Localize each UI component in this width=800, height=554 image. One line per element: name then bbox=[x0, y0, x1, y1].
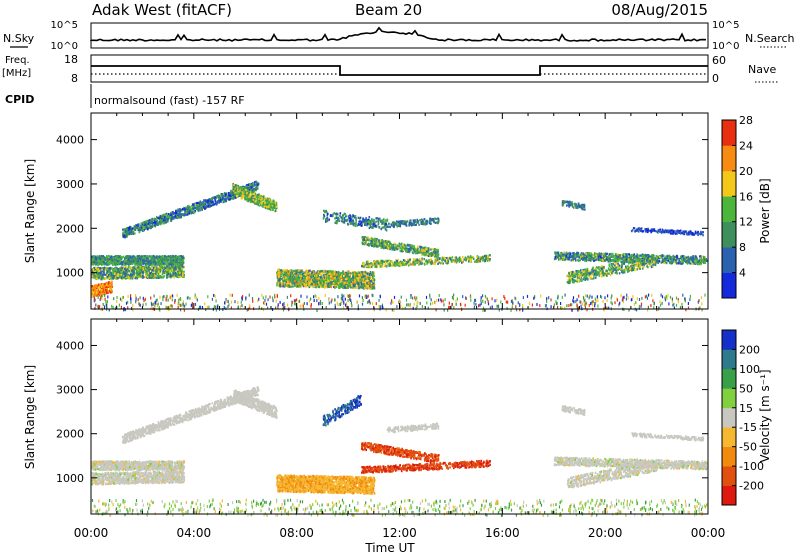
velocity-colorbar-label: Velocity [m s⁻¹] bbox=[758, 369, 772, 462]
colorbar-swatch bbox=[722, 485, 736, 506]
colorbar-swatch bbox=[722, 221, 736, 248]
velocity-axes: 1000 2000 3000 4000 bbox=[56, 319, 709, 514]
velocity-colorbar-tick: 50 bbox=[739, 382, 753, 395]
noise-panel bbox=[90, 22, 709, 49]
x-tick-label: 00:00 bbox=[74, 526, 109, 540]
colorbar-swatch bbox=[722, 388, 736, 409]
y-tick-label: 4000 bbox=[56, 339, 84, 352]
noise-left-label: N.Sky bbox=[3, 32, 35, 45]
power-axes: 1000 2000 3000 4000 bbox=[56, 113, 709, 309]
power-y-axis-label: Slant Range [km] bbox=[23, 159, 37, 263]
freq-panel bbox=[90, 54, 709, 83]
freq-unit-label: [MHz] bbox=[2, 68, 31, 79]
y-tick-label: 3000 bbox=[56, 178, 84, 191]
noise-tick-bottom: 10^0 bbox=[51, 41, 78, 52]
colorbar-swatch bbox=[722, 170, 736, 197]
power-colorbar-tick: 24 bbox=[739, 139, 753, 152]
power-colorbar-tick: 28 bbox=[739, 114, 753, 127]
colorbar-swatch bbox=[722, 368, 736, 389]
power-panel-frame bbox=[90, 112, 709, 310]
velocity-colorbar-tick: -200 bbox=[739, 480, 764, 493]
noise-tick-top-right: 10^5 bbox=[712, 20, 739, 31]
y-tick-label: 2000 bbox=[56, 428, 84, 441]
freq-label: Freq. bbox=[5, 55, 30, 66]
nave-tick-bottom: 0 bbox=[712, 72, 719, 85]
noise-tick-top: 10^5 bbox=[51, 20, 78, 31]
x-tick-label: 16:00 bbox=[485, 526, 520, 540]
date-title: 08/Aug/2015 bbox=[611, 1, 708, 19]
y-tick-label: 3000 bbox=[56, 384, 84, 397]
site-title: Adak West (fitACF) bbox=[92, 1, 232, 19]
colorbar-swatch bbox=[722, 466, 736, 486]
power-colorbar-tick: 12 bbox=[739, 216, 753, 229]
y-tick-label: 2000 bbox=[56, 222, 84, 235]
noise-tick-bottom-right: 10^0 bbox=[712, 41, 739, 52]
colorbar-swatch bbox=[722, 407, 736, 428]
nave-label: Nave bbox=[748, 63, 776, 76]
velocity-data bbox=[91, 386, 708, 517]
freq-tick-bottom: 8 bbox=[71, 72, 78, 85]
velocity-y-axis-label: Slant Range [km] bbox=[23, 365, 37, 469]
velocity-colorbar-tick: 200 bbox=[739, 343, 760, 356]
nave-tick-top: 60 bbox=[712, 54, 726, 67]
power-colorbar-label: Power [dB] bbox=[758, 178, 772, 243]
y-tick-label: 1000 bbox=[56, 472, 84, 485]
power-data bbox=[91, 180, 708, 312]
colorbar-swatch bbox=[722, 196, 736, 223]
colorbar-swatch bbox=[722, 247, 736, 273]
velocity-colorbar: 200 100 50 15 -15 -50 -100 -200 bbox=[721, 329, 764, 506]
velocity-colorbar-tick: -50 bbox=[739, 441, 757, 454]
power-colorbar-tick: 20 bbox=[739, 165, 753, 178]
y-tick-label: 1000 bbox=[56, 267, 84, 280]
colorbar-swatch bbox=[722, 120, 736, 146]
velocity-colorbar-tick: -15 bbox=[739, 421, 757, 434]
power-colorbar-tick: 8 bbox=[739, 241, 746, 254]
x-tick-label: 08:00 bbox=[279, 526, 314, 540]
x-tick-label: 00:00 bbox=[691, 526, 726, 540]
cpid-text: normalsound (fast) -157 RF bbox=[94, 94, 245, 107]
power-colorbar-tick: 4 bbox=[739, 267, 746, 280]
x-tick-label: 12:00 bbox=[382, 526, 417, 540]
colorbar-swatch bbox=[722, 349, 736, 370]
noise-right-label: N.Search bbox=[745, 32, 795, 45]
power-colorbar: 4 8 12 16 20 24 28 bbox=[721, 114, 753, 299]
colorbar-swatch bbox=[722, 145, 736, 172]
colorbar-swatch bbox=[722, 446, 736, 467]
beam-title: Beam 20 bbox=[355, 1, 422, 19]
power-colorbar-tick: 16 bbox=[739, 190, 753, 203]
velocity-colorbar-tick: 100 bbox=[739, 363, 760, 376]
y-tick-label: 4000 bbox=[56, 134, 84, 147]
colorbar-swatch bbox=[722, 427, 736, 447]
time-axis: 00:00 04:00 08:00 12:00 16:00 20:00 00:00 bbox=[74, 526, 726, 540]
cpid-label: CPID bbox=[5, 93, 34, 106]
colorbar-swatch bbox=[722, 330, 736, 350]
time-axis-label: Time UT bbox=[364, 541, 415, 554]
noise-sky-line bbox=[90, 26, 707, 42]
x-tick-label: 04:00 bbox=[177, 526, 212, 540]
x-tick-label: 20:00 bbox=[588, 526, 623, 540]
velocity-colorbar-tick: 15 bbox=[739, 402, 753, 415]
frequency-line bbox=[91, 65, 708, 76]
velocity-colorbar-tick: -100 bbox=[739, 460, 764, 473]
freq-tick-top: 18 bbox=[64, 53, 78, 66]
colorbar-swatch bbox=[722, 272, 736, 299]
